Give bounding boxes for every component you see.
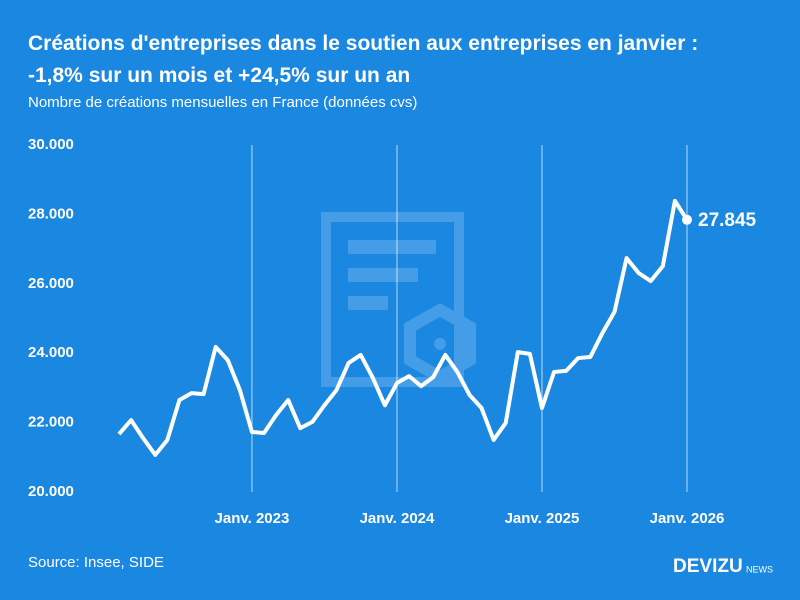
y-tick-label: 28.000 — [28, 205, 74, 222]
y-tick-label: 24.000 — [28, 344, 74, 361]
y-tick-label: 20.000 — [28, 483, 74, 500]
x-tick-label: Janv. 2026 — [650, 510, 725, 527]
x-tick-label: Janv. 2023 — [215, 510, 290, 527]
brand: DEVIZU — [673, 556, 743, 577]
source: Source: Insee, SIDE — [28, 554, 164, 571]
x-tick-label: Janv. 2024 — [360, 510, 435, 527]
y-tick-label: 30.000 — [28, 136, 74, 153]
y-tick-label: 22.000 — [28, 414, 74, 431]
chart-title: Créations d'entreprises dans le soutien … — [28, 32, 699, 87]
value-label: 27.845 — [698, 210, 757, 231]
watermark-icon — [321, 212, 476, 387]
brand-suffix: NEWS — [746, 564, 773, 574]
chart-subtitle: Nombre de créations mensuelles en France… — [28, 94, 418, 111]
end-point — [682, 214, 692, 225]
line — [117, 198, 689, 457]
y-tick-label: 26.000 — [28, 275, 74, 292]
x-tick-label: Janv. 2025 — [505, 510, 580, 527]
